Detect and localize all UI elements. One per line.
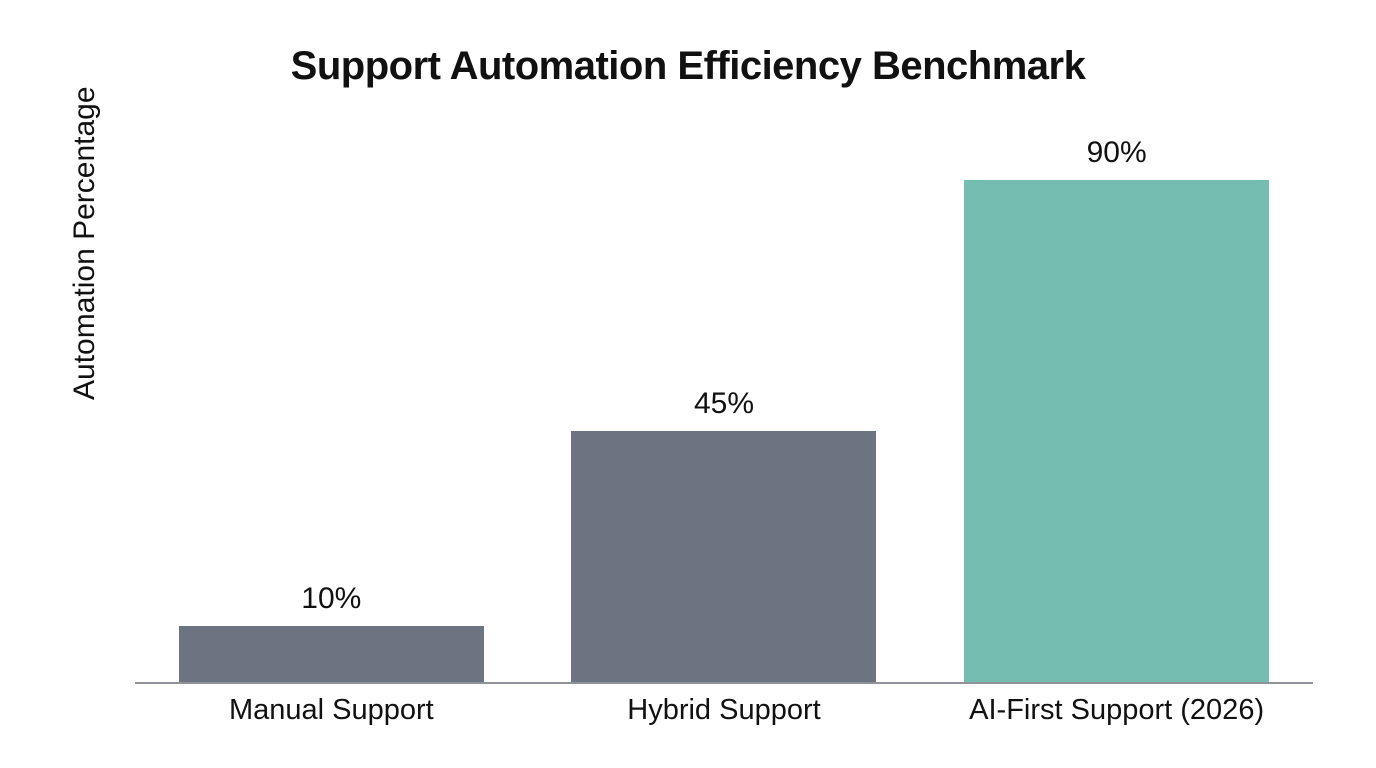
bar: 10%: [178, 582, 484, 682]
bar: 45%: [571, 387, 877, 682]
category-label: Manual Support: [228, 694, 434, 726]
x-axis-labels: Manual Support Hybrid Support AI-First Sup…: [135, 694, 1313, 727]
bar-value-label: 10%: [301, 582, 362, 616]
bars-container: 10% 45% 90%: [135, 124, 1313, 682]
bar-value-label: 45%: [693, 386, 754, 420]
bar: 90%: [964, 136, 1270, 682]
category-label: Hybrid Support: [627, 694, 821, 726]
plot-area: 10% 45% 90%: [135, 124, 1313, 684]
category-label: AI-First Support (2026): [969, 694, 1265, 726]
chart-title: Support Automation Efficiency Benchmark: [290, 44, 1086, 88]
bar-value-label: 90%: [1086, 135, 1147, 169]
